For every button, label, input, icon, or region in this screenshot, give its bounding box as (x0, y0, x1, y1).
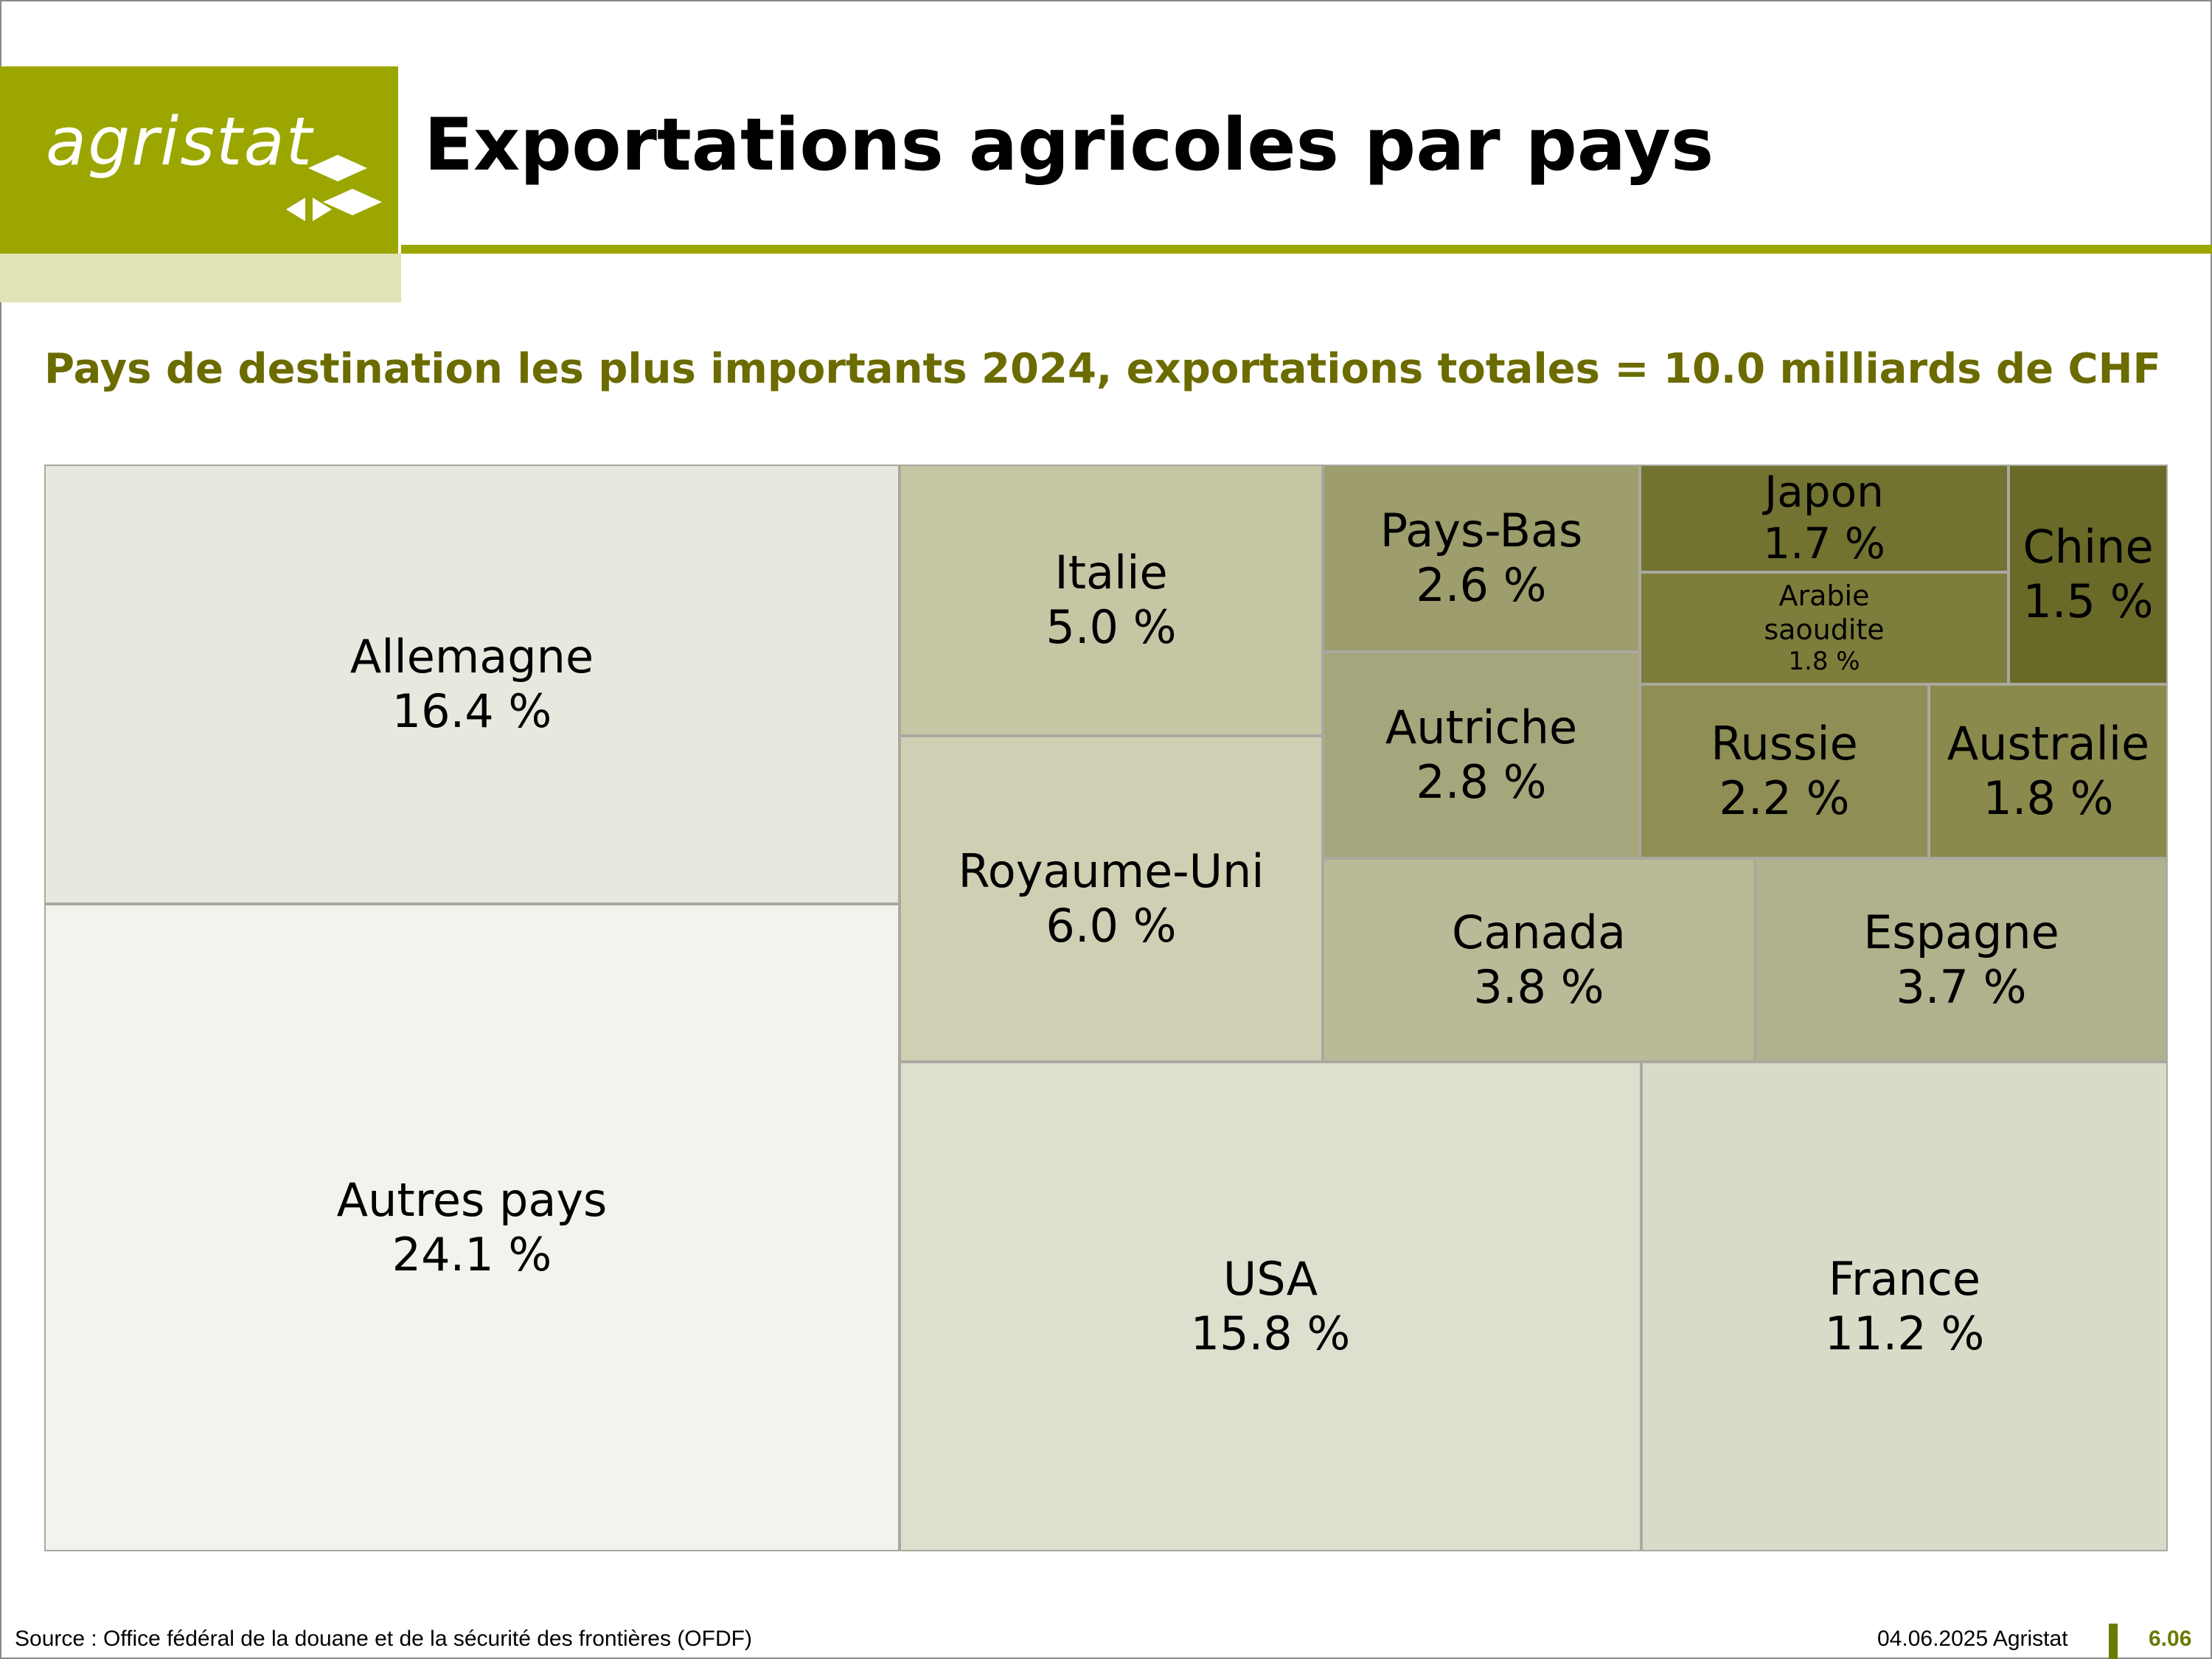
treemap-label-france: France (1828, 1251, 1981, 1306)
treemap-label-italie: Italie (1054, 545, 1168, 599)
treemap-cell-espagne: Espagne 3.7 % (1755, 858, 2168, 1062)
treemap-value-canada: 3.8 % (1473, 960, 1604, 1014)
treemap-label-arabie-saoudite: Arabie saoudite (1764, 580, 1885, 646)
slide-number: 6.06 (2149, 1627, 2192, 1651)
treemap-cell-france: France 11.2 % (1641, 1062, 2168, 1551)
treemap-value-royaume-uni: 6.0 % (1046, 899, 1177, 953)
treemap-label-chine: Chine (2023, 519, 2154, 574)
treemap-value-usa: 15.8 % (1190, 1307, 1351, 1360)
treemap-cell-russie: Russie 2.2 % (1640, 684, 1929, 858)
treemap-value-pays-bas: 2.6 % (1416, 558, 1547, 612)
treemap-label-russie: Russie (1711, 716, 1858, 771)
treemap-label-espagne: Espagne (1863, 905, 2059, 959)
logo-diamond-icon (286, 155, 382, 221)
treemap-cell-canada: Canada 3.8 % (1323, 858, 1755, 1062)
treemap-label-pays-bas: Pays-Bas (1380, 503, 1583, 557)
treemap-value-espagne: 3.7 % (1896, 960, 2027, 1014)
treemap-cell-italie: Italie 5.0 % (900, 465, 1323, 736)
treemap-label-japon: Japon (1764, 467, 1884, 518)
treemap-value-arabie-saoudite: 1.8 % (1788, 647, 1860, 677)
page-title: Exportations agricoles par pays (424, 103, 1714, 187)
treemap-cell-arabie-saoudite: Arabie saoudite 1.8 % (1640, 572, 2008, 684)
treemap-label-allemagne: Allemagne (349, 629, 594, 684)
treemap-chart: Allemagne 16.4 % Autres pays 24.1 % Italie 5.… (44, 465, 2168, 1551)
treemap-label-autriche: Autriche (1385, 700, 1578, 754)
treemap-cell-chine: Chine 1.5 % (2008, 465, 2168, 684)
chart-subtitle: Pays de destination les plus importants … (44, 345, 2161, 393)
footer-date: 04.06.2025 Agristat (1877, 1627, 2068, 1651)
source-note: Source : Office fédéral de la douane et … (15, 1627, 752, 1651)
treemap-cell-royaume-uni: Royaume-Uni 6.0 % (900, 736, 1323, 1062)
treemap-label-autres-pays: Autres pays (336, 1172, 608, 1227)
treemap-cell-autres-pays: Autres pays 24.1 % (44, 904, 900, 1551)
treemap-cell-usa: USA 15.8 % (900, 1062, 1641, 1551)
treemap-cell-japon: Japon 1.7 % (1640, 465, 2008, 572)
treemap-value-italie: 5.0 % (1046, 600, 1177, 654)
treemap-value-allemagne: 16.4 % (392, 684, 552, 738)
treemap-cell-allemagne: Allemagne 16.4 % (44, 465, 900, 904)
treemap-label-royaume-uni: Royaume-Uni (958, 844, 1265, 898)
footer-accent-bar (2109, 1624, 2118, 1659)
treemap-value-chine: 1.5 % (2023, 574, 2154, 628)
treemap-cell-autriche: Autriche 2.8 % (1323, 652, 1640, 858)
treemap-label-usa: USA (1222, 1251, 1318, 1306)
logo-sub-block (0, 254, 401, 302)
treemap-cell-australie: Australie 1.8 % (1929, 684, 2168, 858)
treemap-value-russie: 2.2 % (1719, 771, 1850, 825)
treemap-value-autres-pays: 24.1 % (392, 1228, 552, 1281)
treemap-value-japon: 1.7 % (1763, 518, 1885, 568)
header-rule (401, 245, 2212, 254)
treemap-label-canada: Canada (1452, 905, 1626, 959)
treemap-label-australie: Australie (1947, 716, 2150, 771)
treemap-value-autriche: 2.8 % (1416, 755, 1547, 809)
treemap-value-australie: 1.8 % (1983, 771, 2114, 825)
treemap-value-france: 11.2 % (1824, 1307, 1985, 1360)
treemap-cell-pays-bas: Pays-Bas 2.6 % (1323, 465, 1640, 652)
logo-text: agristat (46, 103, 313, 181)
